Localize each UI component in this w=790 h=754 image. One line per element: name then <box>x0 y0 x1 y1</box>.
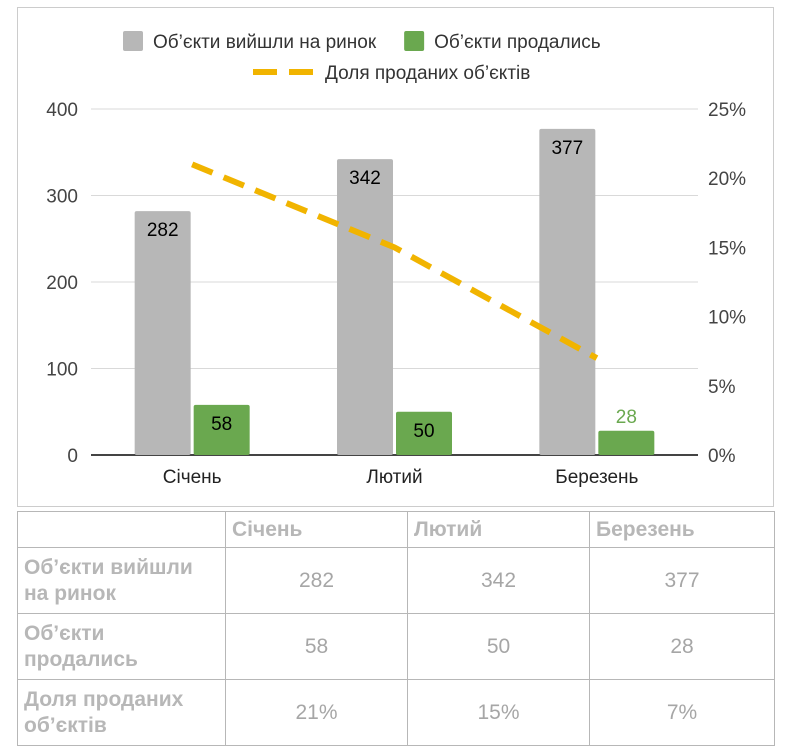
table-cell: 15% <box>407 679 590 746</box>
data-label: 377 <box>551 138 583 159</box>
table-row: Доля проданих об’єктів 21% 15% 7% <box>17 679 775 746</box>
y-right-tick-label: 15% <box>708 238 746 259</box>
bar <box>337 159 393 456</box>
table-row: Об’єкти вийшли на ринок 282 342 377 <box>17 547 775 614</box>
legend-label: Об’єкти вийшли на ринок <box>153 32 377 53</box>
x-tick-label: Лютий <box>366 467 422 488</box>
chart-frame: 0 100 200 300 400 0% 5% 10% 15% 20% 25% Січень 282 58… <box>17 7 774 507</box>
table-cell: 377 <box>589 547 775 614</box>
bar <box>193 404 250 455</box>
table-corner-cell <box>17 511 226 548</box>
data-table: Січень Лютий Березень Об’єкти вийшли на … <box>17 511 775 746</box>
table-cell: 50 <box>407 613 590 680</box>
row-label-share: Доля проданих об’єктів <box>17 679 226 746</box>
y-left-tick-label: 300 <box>46 187 78 208</box>
column-header-march: Березень <box>589 511 775 548</box>
legend-swatch <box>404 31 425 51</box>
y-left-tick-label: 0 <box>67 446 78 467</box>
x-tick-label: Січень <box>163 467 222 488</box>
bar <box>539 128 596 455</box>
column-header-february: Лютий <box>407 511 590 548</box>
y-right-tick-label: 25% <box>708 100 746 121</box>
bar <box>134 211 191 455</box>
data-label: 342 <box>349 168 381 189</box>
data-label: 282 <box>147 220 179 241</box>
table-cell: 282 <box>225 547 408 614</box>
row-label-sold: Об’єкти продались <box>17 613 226 680</box>
table-cell: 7% <box>589 679 775 746</box>
y-left-tick-label: 400 <box>46 100 78 121</box>
table-cell: 58 <box>225 613 408 680</box>
legend-label: Об’єкти продались <box>434 32 601 53</box>
y-left-tick-label: 100 <box>46 360 78 381</box>
table-cell: 28 <box>589 613 775 680</box>
y-right-tick-label: 20% <box>708 169 746 190</box>
data-label: 58 <box>211 414 232 435</box>
legend-label: Доля проданих об’єктів <box>325 63 530 84</box>
table-cell: 21% <box>225 679 408 746</box>
table-row: Об’єкти продались 58 50 28 <box>17 613 775 680</box>
data-label: 50 <box>413 421 434 442</box>
chart: 0 100 200 300 400 0% 5% 10% 15% 20% 25% Січень 282 58… <box>46 31 746 488</box>
x-tick-label: Березень <box>555 467 638 488</box>
row-label-listed: Об’єкти вийшли на ринок <box>17 547 226 614</box>
bar <box>598 430 655 455</box>
column-header-january: Січень <box>225 511 408 548</box>
y-right-tick-label: 0% <box>708 446 736 467</box>
data-label: 28 <box>616 407 637 428</box>
legend-swatch <box>123 31 143 51</box>
y-left-tick-label: 200 <box>46 273 78 294</box>
y-right-tick-label: 5% <box>708 377 736 398</box>
table-cell: 342 <box>407 547 590 614</box>
bar <box>396 411 452 455</box>
table-header-row: Січень Лютий Березень <box>17 511 775 548</box>
y-right-tick-label: 10% <box>708 308 746 329</box>
series-line <box>191 161 599 361</box>
